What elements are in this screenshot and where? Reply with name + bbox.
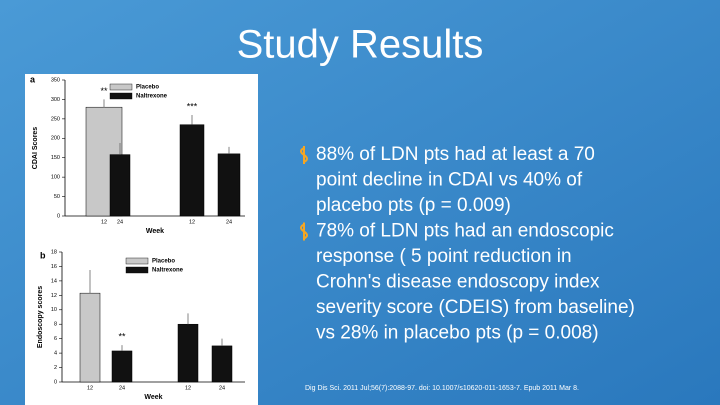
legend-label: Placebo xyxy=(136,85,159,91)
y-tick-label: 150 xyxy=(51,155,60,161)
legend-swatch xyxy=(125,257,149,265)
legend-swatch xyxy=(125,266,149,274)
citation: Dig Dis Sci. 2011 Jul;56(7):2088-97. doi… xyxy=(305,385,579,392)
y-tick-label: 18 xyxy=(51,249,57,255)
y-axis-label: CDAI Scores xyxy=(32,127,39,170)
annotation: ** xyxy=(118,332,126,342)
x-tick-label: 12 xyxy=(87,385,93,391)
x-tick-label: 12 xyxy=(185,385,191,391)
y-tick-label: 350 xyxy=(51,77,60,83)
bullet-text: vs 28% in placebo pts (p = 0.008) xyxy=(316,323,599,344)
bullet-text: response ( 5 point reduction in xyxy=(316,246,572,267)
legend-label: Naltrexone xyxy=(136,94,168,100)
bar xyxy=(177,323,199,383)
y-tick-label: 250 xyxy=(51,116,60,122)
x-tick-label: 24 xyxy=(226,219,232,225)
annotation: *** xyxy=(187,101,198,111)
bullet-icon xyxy=(300,146,308,164)
y-tick-label: 12 xyxy=(51,293,57,299)
bullet-text: Crohn's disease endoscopy index xyxy=(316,272,600,293)
y-tick-label: 0 xyxy=(54,379,57,385)
y-tick-label: 10 xyxy=(51,307,57,313)
slide-title: Study Results xyxy=(237,23,484,67)
y-tick-label: 8 xyxy=(54,322,57,328)
y-tick-label: 100 xyxy=(51,175,60,181)
y-tick-label: 14 xyxy=(51,278,57,284)
panel-label: a xyxy=(30,74,36,84)
x-tick-label: 24 xyxy=(119,385,125,391)
y-tick-label: 200 xyxy=(51,136,60,142)
bullet-text: 78% of LDN pts had an endoscopic xyxy=(316,221,614,242)
bar xyxy=(109,154,131,217)
bullet-text: placebo pts (p = 0.009) xyxy=(316,195,511,216)
legend-swatch xyxy=(109,83,133,91)
y-tick-label: 50 xyxy=(54,194,60,200)
bar xyxy=(79,292,101,383)
x-axis-label: Week xyxy=(146,228,164,235)
panel-label: b xyxy=(40,250,46,260)
bullet-text: 88% of LDN pts had at least a 70 xyxy=(316,144,595,165)
x-tick-label: 12 xyxy=(101,219,107,225)
annotation: ** xyxy=(100,86,108,96)
bullet-text: severity score (CDEIS) from baseline) xyxy=(316,297,635,318)
bullet-text: point decline in CDAI vs 40% of xyxy=(316,170,583,191)
bar xyxy=(179,124,205,217)
y-tick-label: 6 xyxy=(54,336,57,342)
legend-swatch xyxy=(109,92,133,100)
x-tick-label: 24 xyxy=(219,385,225,391)
bullet-icon xyxy=(300,222,308,241)
y-tick-label: 2 xyxy=(54,365,57,371)
x-tick-label: 12 xyxy=(189,219,195,225)
bar xyxy=(111,350,133,383)
bar xyxy=(211,345,233,383)
y-axis-label: Endoscopy scores xyxy=(37,286,44,348)
y-tick-label: 4 xyxy=(54,351,57,357)
y-tick-label: 0 xyxy=(57,213,60,219)
legend-label: Naltrexone xyxy=(152,268,184,274)
legend-label: Placebo xyxy=(152,259,175,265)
bar xyxy=(217,153,241,217)
x-tick-label: 24 xyxy=(117,219,123,225)
x-axis-label: Week xyxy=(144,394,162,401)
y-tick-label: 16 xyxy=(51,264,57,270)
y-tick-label: 300 xyxy=(51,97,60,103)
